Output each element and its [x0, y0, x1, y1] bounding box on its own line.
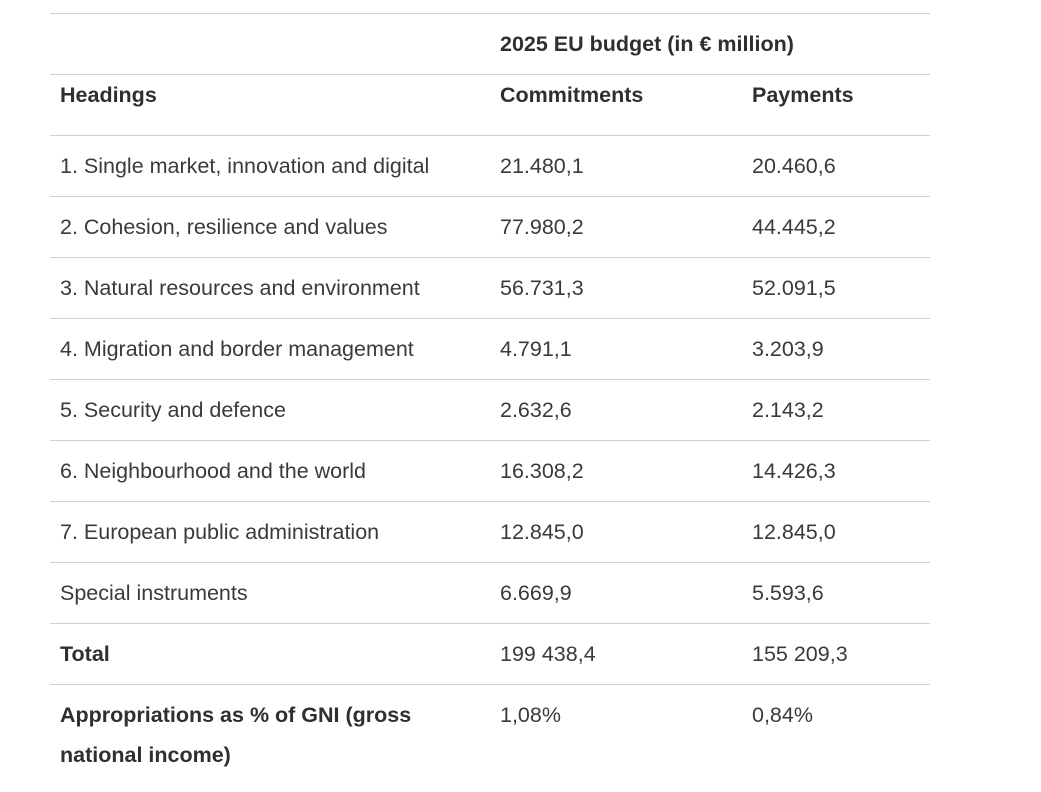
table-row: 6. Neighbourhood and the world 16.308,2 …	[50, 440, 930, 502]
table-row: 1. Single market, innovation and digital…	[50, 135, 930, 197]
row-heading: 7. European public administration	[60, 520, 380, 544]
table-caption: 2025 EU budget (in € million)	[500, 32, 794, 56]
row-heading: Special instruments	[60, 581, 248, 605]
row-commitments: 12.845,0	[500, 520, 584, 544]
gni-row: Appropriations as % of GNI (gross nation…	[50, 684, 930, 782]
row-payments: 5.593,6	[752, 581, 824, 605]
table-row: Special instruments 6.669,9 5.593,6	[50, 562, 930, 624]
table-row: 7. European public administration 12.845…	[50, 501, 930, 563]
eu-budget-table: 2025 EU budget (in € million) Headings C…	[50, 13, 930, 781]
row-commitments: 4.791,1	[500, 337, 572, 361]
row-commitments: 21.480,1	[500, 154, 584, 178]
column-header-payments: Payments	[752, 83, 854, 107]
gni-payments: 0,84%	[752, 703, 813, 727]
row-payments: 44.445,2	[752, 215, 836, 239]
row-payments: 52.091,5	[752, 276, 836, 300]
row-heading: 5. Security and defence	[60, 398, 286, 422]
total-label: Total	[60, 642, 110, 666]
row-payments: 20.460,6	[752, 154, 836, 178]
table-row: 5. Security and defence 2.632,6 2.143,2	[50, 379, 930, 441]
row-heading: 3. Natural resources and environment	[60, 276, 420, 300]
row-commitments: 56.731,3	[500, 276, 584, 300]
column-header-row: Headings Commitments Payments	[50, 74, 930, 136]
total-payments: 155 209,3	[752, 642, 848, 666]
row-heading: 4. Migration and border management	[60, 337, 414, 361]
gni-label-cell: Appropriations as % of GNI (gross nation…	[50, 685, 500, 782]
caption-empty-cell	[50, 14, 500, 75]
total-commitments: 199 438,4	[500, 642, 596, 666]
total-row: Total 199 438,4 155 209,3	[50, 623, 930, 685]
gni-label: Appropriations as % of GNI (gross nation…	[60, 703, 412, 767]
row-commitments: 2.632,6	[500, 398, 572, 422]
column-header-headings: Headings	[60, 83, 157, 107]
column-header-commitments: Commitments	[500, 83, 644, 107]
row-payments: 14.426,3	[752, 459, 836, 483]
table-row: 4. Migration and border management 4.791…	[50, 318, 930, 380]
row-commitments: 77.980,2	[500, 215, 584, 239]
row-payments: 12.845,0	[752, 520, 836, 544]
table-row: 3. Natural resources and environment 56.…	[50, 257, 930, 319]
gni-commitments: 1,08%	[500, 703, 561, 727]
row-commitments: 6.669,9	[500, 581, 572, 605]
row-heading: 1. Single market, innovation and digital	[60, 154, 430, 178]
row-commitments: 16.308,2	[500, 459, 584, 483]
row-payments: 2.143,2	[752, 398, 824, 422]
row-heading: 6. Neighbourhood and the world	[60, 459, 366, 483]
row-heading: 2. Cohesion, resilience and values	[60, 215, 388, 239]
caption-row: 2025 EU budget (in € million)	[50, 13, 930, 75]
row-payments: 3.203,9	[752, 337, 824, 361]
table-row: 2. Cohesion, resilience and values 77.98…	[50, 196, 930, 258]
